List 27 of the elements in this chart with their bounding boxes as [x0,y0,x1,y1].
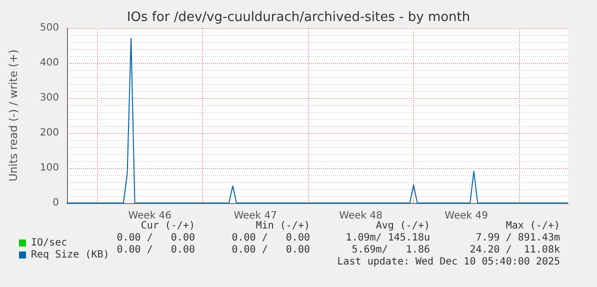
text: 0.00 / 0.00 [232,244,310,256]
x-tick-label: Week 49 [444,210,488,222]
text: Avg (-/+) [376,220,430,232]
x-tick-label: Week 46 [128,210,172,222]
text: 24.20 / 11.08k [470,244,560,256]
text: 1.09m/ 145.18u [346,232,430,244]
text: 0.00 / 0.00 [116,244,195,256]
y-tick-label: 0 [52,198,59,208]
text: 7.99 / 891.43m [476,232,560,244]
chart-title: IOs for /dev/vg-cuuldurach/archived-sites - by month [126,10,470,25]
y-tick-label: 100 [40,162,59,174]
text: Cur (-/+) [140,220,195,232]
y-tick-label: 500 [40,22,59,34]
text: 0.00 / 0.00 [116,232,195,244]
y-axis-title: Units read (-) / write (+) [7,49,20,182]
legend-label: Req Size (KB) [31,250,110,260]
x-tick-label: Week 48 [339,210,382,222]
y-tick-label: 300 [40,92,59,104]
x-tick-label: Week 47 [234,210,277,222]
text: 5.69m/ 1.86 [352,244,430,256]
y-tick-label: 400 [40,58,59,68]
text: Min (-/+) [256,220,310,232]
y-tick-label: 200 [40,128,59,138]
legend-label: IO/sec [31,238,68,248]
text: Max (-/+) [506,220,560,232]
text: Last update: Wed Dec 10 05:40:00 2025 [337,256,560,268]
text: 0.00 / 0.00 [232,232,310,244]
